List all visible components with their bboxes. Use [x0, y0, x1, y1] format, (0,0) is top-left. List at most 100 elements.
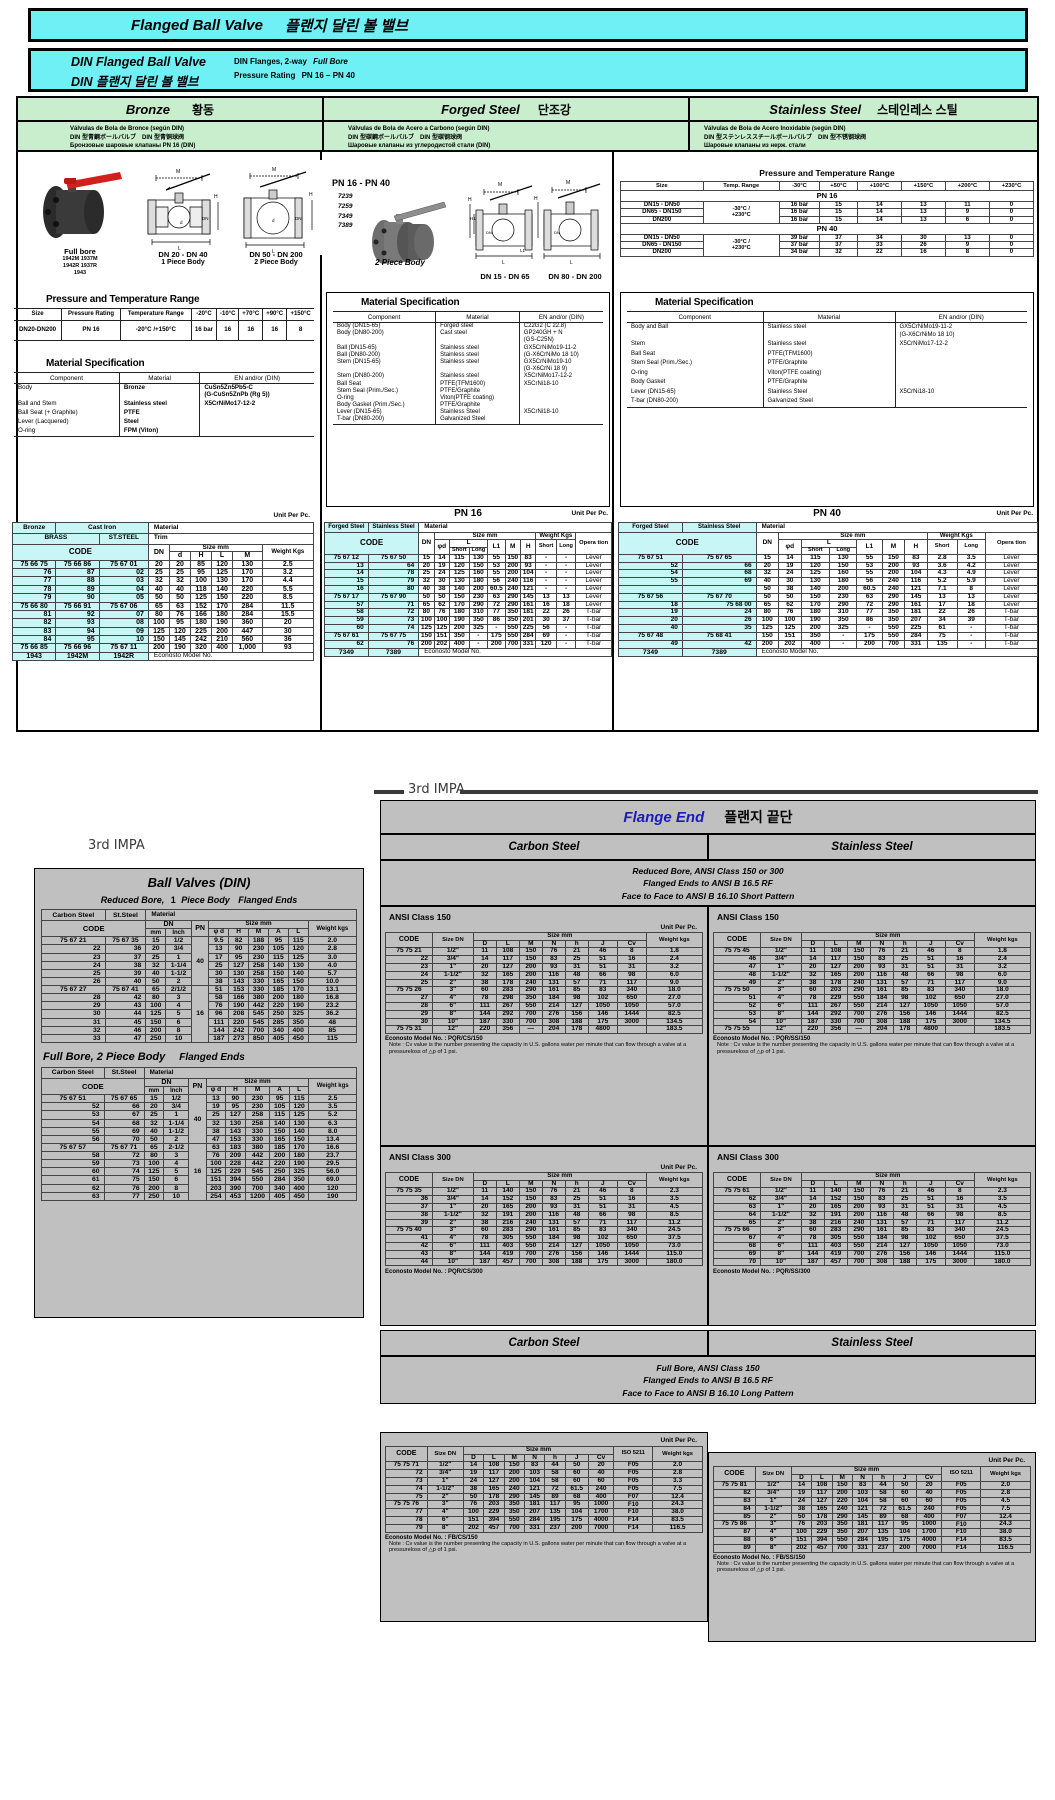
impa-hdr-sz-3: A: [267, 928, 289, 938]
impa-data-row: 22 36 20 3/4 13 90 230 105 120 2.8: [41, 944, 358, 954]
ansi-data-row: 70 10" 187 457 700 308 188 175 3000 180.0: [713, 1257, 1032, 1267]
val-wl: -: [956, 639, 986, 649]
val-L: 190: [211, 618, 234, 628]
ansi-iso: F14: [613, 1523, 654, 1533]
ansi-val-L: 165: [483, 1484, 505, 1494]
impa-val-L: 125: [287, 952, 309, 962]
val-L: 200: [211, 626, 234, 636]
ansi-val-h: 237: [544, 1523, 566, 1533]
ansi-val-N: 204: [869, 1025, 894, 1035]
ansi-val-L: 356: [495, 1025, 520, 1035]
val-op: Lever: [575, 592, 612, 602]
grp-castiron: Cast Iron: [55, 522, 149, 534]
val-L: 210: [211, 634, 234, 645]
stainless-subtitle-ru: Шаровые клапаны из нерж. стали: [704, 143, 806, 150]
val-dn: 20: [147, 559, 170, 570]
impa-val-H: 90: [225, 1094, 246, 1104]
code-col1: 62: [324, 639, 369, 649]
fms-cell-2-2: (GS-C25N): [518, 337, 603, 345]
ansi-weight: 6.0: [973, 970, 1032, 980]
impa-val-w: 6.3: [308, 1118, 357, 1128]
ansi-data-row: 49 2" 38 178 240 131 57 71 117 9.0: [713, 978, 1032, 988]
impa-val-L: 170: [288, 1142, 310, 1153]
val-dn: 65: [147, 601, 170, 611]
subtitle-en: DIN Flanged Ball Valve: [71, 55, 206, 69]
impa-hdr-cs: Carbon Steel: [41, 1066, 105, 1080]
sspt-header-0: Size: [620, 180, 704, 192]
ansi-val-M: 700: [846, 1249, 871, 1259]
ss150-title: ANSI Class 150: [717, 912, 779, 922]
ms-cell-2-2: [199, 408, 314, 418]
forged-pn-label: PN 16 - PN 40: [332, 178, 391, 188]
impa-val-H: 390: [225, 1183, 246, 1193]
csfb-note: Note : Cv value is the number presenting…: [389, 1540, 687, 1554]
ssms-header-2: EN and/or (DIN): [894, 310, 1027, 324]
data-row: 75 66 80 75 66 91 75 67 06 65 63 152 170 284 11.…: [11, 601, 315, 611]
code-col2: 75 67 90: [367, 592, 420, 602]
impa-val-M: 330: [248, 985, 269, 995]
ms-cell-2-1: PTFE: [118, 408, 200, 418]
ansi-val-N: 116: [541, 970, 566, 980]
fullbore-spec-line-3: Face to Face to ANSI B 16.10 Long Patter…: [622, 1387, 794, 1398]
impa-left-panel: Ball Valves (DIN) Reduced Bore, 1 Piece …: [34, 868, 364, 1318]
impa-code-2: 38: [104, 960, 147, 970]
fms-cell-7-1: Stainless steel: [435, 373, 520, 381]
ansi-val-Cv: 1444: [616, 1249, 647, 1259]
impa-mm: 15: [143, 1094, 165, 1104]
impa-code-1: 52: [41, 1102, 105, 1112]
sspt-val-5: 0: [988, 215, 1035, 224]
impa-val-A: 150: [267, 968, 289, 978]
svg-text:L1: L1: [520, 248, 526, 253]
ansi-data-row: 75 75 35 1/2" 11 140 150 76 21 46 8 2.3: [385, 1187, 704, 1197]
impa-val-M: 380: [244, 1142, 271, 1153]
impa-val-d: 25: [205, 1110, 227, 1120]
impa-val-w: 3.0: [307, 952, 358, 962]
ssms-line: Stem Seal (Prim./Sec.): [631, 360, 693, 367]
code-bronze: 81: [11, 609, 57, 620]
trim-label: Trim: [147, 532, 315, 545]
bronze-subtitle-cjk: DIN 型青鋼ボールバルブ DIN 型青铜球阀: [70, 134, 185, 141]
impa-val-w: 36.2: [307, 1009, 358, 1019]
ansi-val-Cv: 98: [616, 970, 647, 980]
impa-val-H: 453: [225, 1191, 246, 1201]
impa-code-2: 73: [103, 1159, 145, 1169]
ssms-line: Lever (DN15-65): [631, 388, 676, 395]
val-ll: -: [829, 639, 858, 649]
impa-code-1: 25: [41, 968, 106, 978]
pt-header-2: Temperature Range: [119, 308, 192, 321]
val-d: 40: [168, 584, 192, 595]
sspt-temp: -30°C / +230°C: [702, 233, 780, 257]
ansi-data-row: 75 75 76 3" 76 203 350 181 117 95 1000 F10 24.3: [385, 1500, 703, 1510]
ms-cell-3-0: Lever (Lacquered): [14, 418, 119, 427]
val-ls: 150: [449, 592, 470, 602]
ansi-data-row: 51 4" 78 229 550 184 98 102 650 27.0: [713, 994, 1032, 1003]
ansi-data-row: 82 3/4" 19 117 200 103 58 60 40 F05 2.8: [713, 1489, 1031, 1498]
impa-val-w: 8.0: [308, 1126, 357, 1136]
ssms-line: Ball Seat: [631, 350, 656, 357]
impa-val-L: 170: [287, 985, 309, 995]
fms-row: Body (DN15-65) Forged steel C22G2 (C 22.8): [333, 322, 603, 331]
col-header-row-1: CODE DN Size mm Weight Kgs Opera tion: [618, 531, 1039, 555]
val-ws: 13: [926, 592, 958, 602]
ansi-data-row: 69 8" 144 419 700 276 156 146 1444 115.0: [713, 1249, 1032, 1259]
ansi-val-M: 700: [831, 1543, 853, 1553]
val-M: 130: [232, 559, 263, 570]
col-header-row-1: CODE DN Size mm Weight Kgs: [12, 543, 315, 561]
ms-line: FPM (Viton): [123, 426, 159, 434]
ansi-val-M: —: [518, 1025, 543, 1035]
ansi-hdr-code: CODE: [385, 931, 433, 949]
ansi-hdr-code: CODE: [713, 1465, 756, 1483]
cs300-title: ANSI Class 300: [389, 1152, 451, 1162]
sspt-val-0: 16 bar: [778, 200, 821, 210]
impa-mm: 200: [143, 1183, 165, 1193]
sspt-pn40-label-row: PN 40: [620, 222, 1034, 235]
data-row: 75 67 17 75 67 90 50 50 150 230 63 290 145 13 13 Le…: [324, 592, 612, 602]
impa-mm: 20: [143, 1102, 165, 1112]
ssms-cell-0-1: Stainless steel: [762, 322, 895, 341]
ansi-data-row: 44 10" 187 457 700 308 188 175 3000 180.0: [385, 1257, 704, 1267]
val-ls: 400: [800, 639, 831, 649]
impa-val-w: 4.0: [307, 960, 358, 970]
impa-val-L: 400: [288, 1183, 310, 1193]
val-M: 170: [232, 576, 263, 586]
code-stst: 10: [98, 634, 149, 645]
